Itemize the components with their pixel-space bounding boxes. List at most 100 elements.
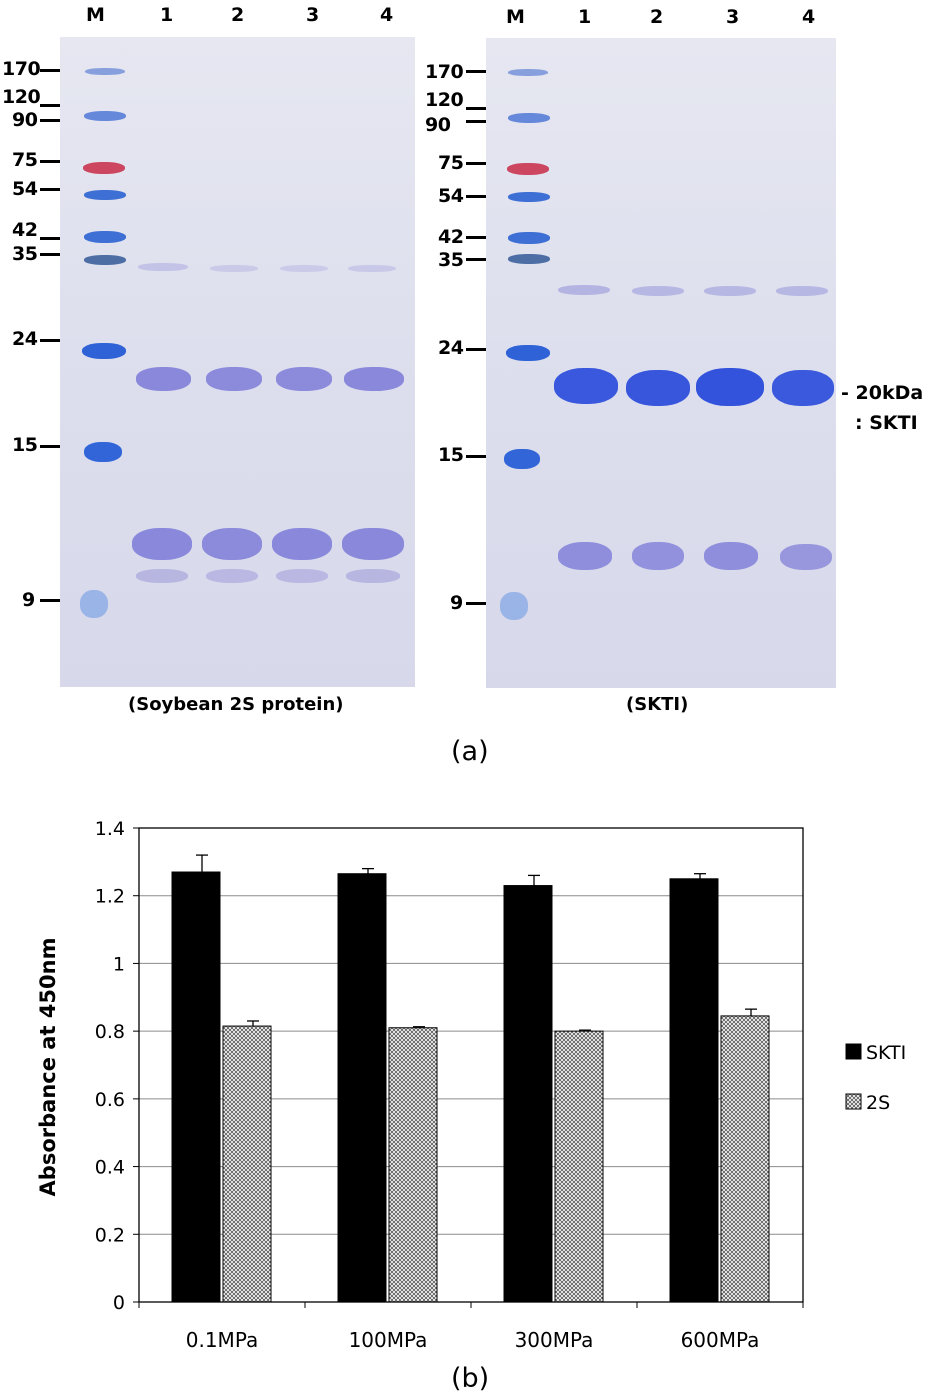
sample-band — [554, 368, 618, 404]
lane-label-4: 4 — [802, 6, 816, 28]
marker-label: 170 — [2, 58, 41, 80]
sample-band — [704, 542, 758, 570]
gel-title: (SKTI) — [626, 694, 689, 715]
marker-label: 15 — [438, 444, 464, 466]
panel-b-caption: (b) — [451, 1363, 490, 1394]
ladder-band — [84, 111, 126, 121]
sample-band — [626, 370, 690, 406]
marker-label: 90 — [425, 114, 451, 136]
marker-tick — [40, 188, 60, 191]
sample-band — [558, 285, 610, 295]
sample-band — [272, 528, 332, 560]
legend-label-skti: SKTI — [866, 1042, 906, 1064]
y-axis-label: Absorbance at 450nm — [36, 938, 60, 1197]
marker-tick — [40, 69, 60, 72]
lane-label-2: 2 — [650, 6, 664, 28]
bar-2s-600mpa — [720, 1015, 770, 1303]
marker-tick — [466, 107, 486, 110]
sample-band — [632, 286, 684, 296]
legend-swatch-skti — [845, 1043, 862, 1060]
sample-band — [772, 370, 834, 406]
marker-label: 15 — [12, 434, 38, 456]
gel-image — [486, 38, 836, 688]
sample-band — [132, 528, 192, 560]
sample-band — [276, 367, 332, 391]
marker-tick — [466, 120, 486, 123]
sample-band — [276, 569, 328, 583]
marker-tick — [40, 104, 60, 107]
y-tick-label: 1 — [113, 953, 125, 975]
bar-2s-0.1mpa — [222, 1025, 272, 1303]
y-tick-label: 1.4 — [95, 818, 125, 840]
lane-label-3: 3 — [306, 4, 320, 26]
ladder-band — [508, 254, 550, 264]
marker-tick — [40, 445, 60, 448]
sample-band — [346, 569, 400, 583]
ladder-band — [506, 345, 550, 361]
marker-label: 35 — [12, 243, 38, 265]
lane-label-m: M — [86, 4, 105, 26]
sample-band — [704, 286, 756, 296]
x-tick-label: 0.1MPa — [186, 1328, 258, 1352]
ladder-band — [84, 442, 122, 462]
marker-label: 75 — [12, 149, 38, 171]
y-tick-label: 0 — [113, 1292, 125, 1314]
sample-band — [780, 544, 832, 570]
skti-annotation-name: : SKTI — [855, 412, 918, 434]
ladder-band — [508, 232, 550, 244]
marker-label: 24 — [438, 337, 464, 359]
ladder-band — [507, 163, 549, 175]
bar-skti-300mpa — [503, 885, 553, 1303]
lane-label-1: 1 — [160, 4, 174, 26]
ladder-band — [83, 162, 125, 174]
marker-tick — [40, 119, 60, 122]
marker-tick — [466, 236, 486, 239]
gel-image — [60, 37, 415, 687]
marker-tick — [40, 339, 60, 342]
ladder-band — [80, 590, 108, 618]
ladder-band — [508, 69, 548, 76]
sample-band — [136, 569, 188, 583]
bar-2s-100mpa — [388, 1027, 438, 1303]
sample-band — [348, 265, 396, 272]
ladder-band — [82, 343, 126, 359]
y-tick-label: 0.2 — [95, 1224, 125, 1246]
y-tick-label: 0.4 — [95, 1157, 125, 1179]
ladder-band — [84, 255, 126, 265]
lane-label-1: 1 — [578, 6, 592, 28]
bar-skti-0.1mpa — [171, 871, 221, 1303]
sample-band — [342, 528, 404, 560]
ladder-band — [84, 231, 126, 243]
sample-band — [202, 528, 262, 560]
marker-label: 35 — [438, 249, 464, 271]
sample-band — [558, 542, 612, 570]
sample-band — [696, 368, 764, 406]
marker-label: 120 — [2, 86, 41, 108]
ladder-band — [508, 113, 550, 123]
x-tick-label: 100MPa — [349, 1328, 428, 1352]
marker-label: 54 — [438, 185, 464, 207]
ladder-band — [85, 68, 125, 75]
panel-a-caption: (a) — [451, 736, 489, 767]
marker-tick — [466, 70, 486, 73]
ladder-band — [500, 592, 528, 620]
marker-label: 9 — [22, 589, 35, 611]
marker-tick — [466, 602, 486, 605]
bar-chart: 0 0.2 0.4 0.6 0.8 1 1.2 1.4 0.1MPa 100MPa 300MPa 60… — [36, 818, 906, 1352]
marker-tick — [466, 348, 486, 351]
lane-label-2: 2 — [231, 4, 245, 26]
sample-band — [776, 286, 828, 296]
marker-tick — [466, 455, 486, 458]
marker-label: 54 — [12, 178, 38, 200]
sample-band — [206, 569, 258, 583]
gel-title: (Soybean 2S protein) — [128, 694, 344, 715]
sample-band — [210, 265, 258, 272]
y-tick-label: 1.2 — [95, 886, 125, 908]
sample-band — [136, 367, 191, 391]
legend-swatch-2s — [845, 1093, 862, 1110]
marker-label: 90 — [12, 109, 38, 131]
marker-label: 42 — [12, 219, 38, 241]
lane-label-3: 3 — [726, 6, 740, 28]
bar-skti-100mpa — [337, 873, 387, 1303]
sample-band — [280, 265, 328, 272]
